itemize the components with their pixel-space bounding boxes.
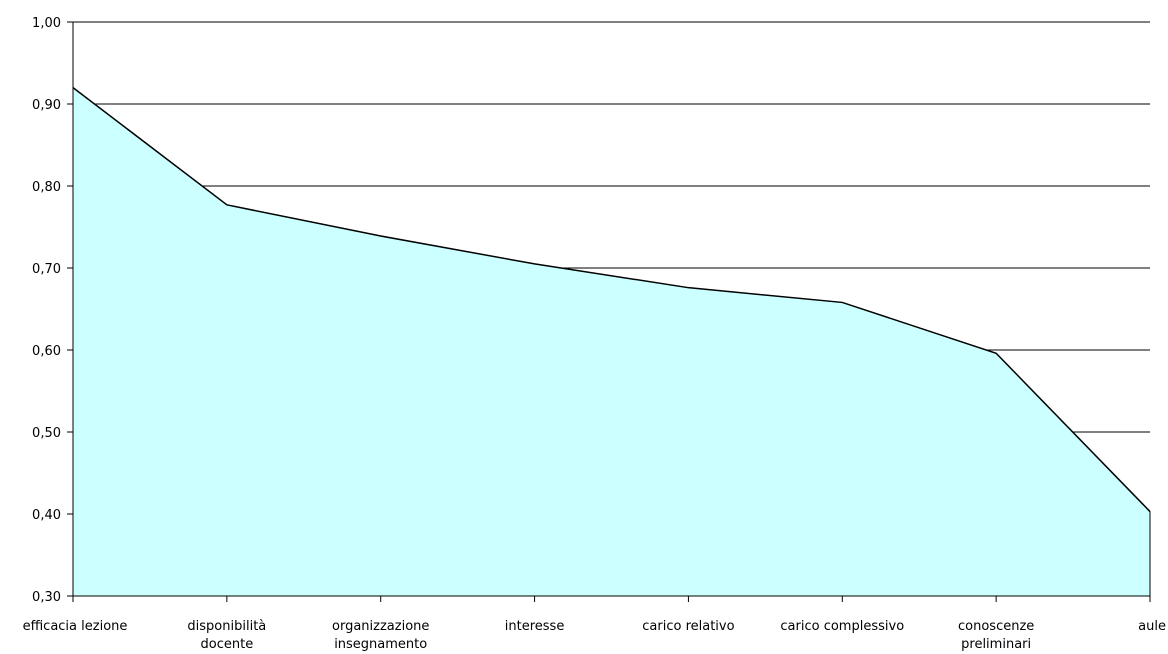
x-tick-label: aule: [1138, 619, 1166, 634]
x-tick-label-line: interesse: [505, 619, 565, 634]
x-tick-label: carico relativo: [642, 619, 734, 634]
x-tick-label-line: disponibilità: [187, 619, 266, 634]
y-tick-label: 1,00: [32, 16, 61, 31]
x-tick-label-line: efficacia lezione: [23, 619, 128, 634]
x-tick-label-line: organizzazione: [332, 619, 429, 634]
y-tick-label: 0,80: [32, 180, 61, 195]
y-tick-label: 0,70: [32, 262, 61, 277]
axes: [67, 21, 1151, 602]
series-line: [72, 87, 1151, 513]
x-tick-label: conoscenze preliminari: [958, 619, 1034, 652]
y-tick-label: 0,90: [32, 98, 61, 113]
x-tick-label-line: preliminari: [961, 637, 1031, 652]
y-tick-label: 0,50: [32, 426, 61, 441]
x-tick-label: disponibilità docente: [187, 619, 266, 652]
plot-area: [72, 87, 1151, 596]
x-tick-label: carico complessivo: [780, 619, 904, 634]
x-tick-label-line: insegnamento: [334, 637, 427, 652]
y-tick-label: 0,30: [32, 590, 61, 605]
x-axis-tick-labels: efficacia lezione disponibilità docente org…: [23, 619, 1166, 652]
y-axis-tick-labels: 0,30 0,40 0,50 0,60 0,70 0,80 0,90 1,00: [32, 16, 61, 605]
x-tick-label: interesse: [505, 619, 565, 634]
x-tick-label-line: aule: [1138, 619, 1166, 634]
x-tick-label-line: carico complessivo: [780, 619, 904, 634]
x-tick-label: efficacia lezione: [23, 619, 128, 634]
x-tick-label-line: docente: [201, 637, 254, 652]
y-tick-label: 0,40: [32, 508, 61, 523]
x-tick-label: organizzazione insegnamento: [332, 619, 429, 652]
area-fill: [73, 87, 1150, 596]
x-tick-label-line: carico relativo: [642, 619, 734, 634]
x-tick-label-line: conoscenze: [958, 619, 1034, 634]
y-tick-label: 0,60: [32, 344, 61, 359]
